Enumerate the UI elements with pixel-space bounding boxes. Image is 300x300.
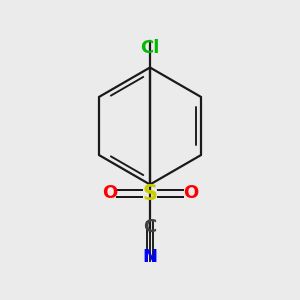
Text: C: C <box>143 218 157 236</box>
Text: O: O <box>102 184 117 202</box>
Text: S: S <box>142 184 158 203</box>
Text: Cl: Cl <box>140 39 160 57</box>
Text: N: N <box>142 248 158 266</box>
Text: O: O <box>183 184 198 202</box>
